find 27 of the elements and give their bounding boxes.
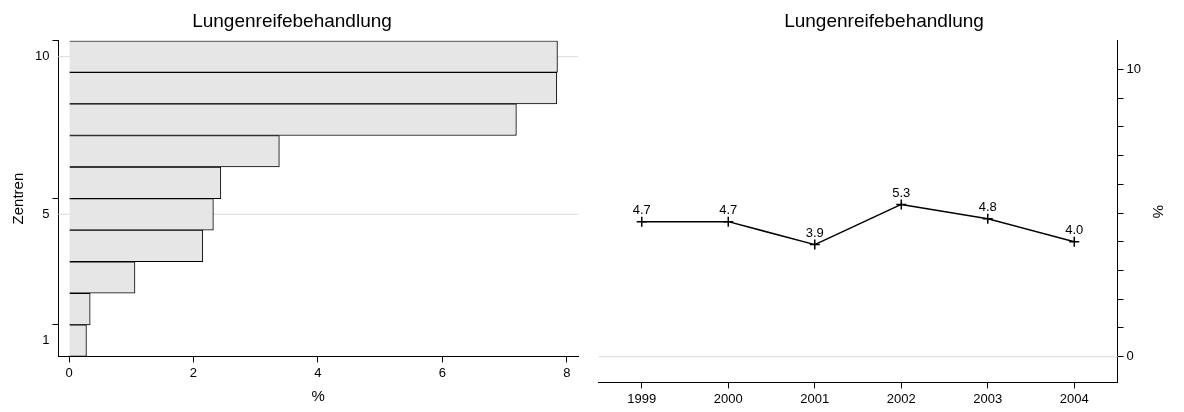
- x-tick-label: 0: [65, 364, 73, 380]
- data-label: 4.8: [978, 198, 997, 214]
- x-tick-label: 2003: [973, 390, 1003, 406]
- data-label: 4.7: [719, 201, 738, 217]
- data-label: 5.3: [892, 184, 911, 200]
- y2-axis-title: %: [1149, 204, 1167, 219]
- x-tick-label: 6: [438, 364, 446, 380]
- x-tick-label: 2002: [886, 390, 916, 406]
- data-label: 4.7: [632, 201, 651, 217]
- x-tick-label: 8: [563, 364, 571, 380]
- chart-title: Lungenreifebehandlung: [192, 9, 392, 31]
- data-label: 4.0: [1065, 221, 1084, 237]
- x-tick-label: 4: [314, 364, 322, 380]
- chart-title: Lungenreifebehandlung: [784, 9, 984, 31]
- data-label: 3.9: [805, 224, 824, 240]
- y-tick-label: 1: [42, 332, 50, 348]
- y2-tick-label: 10: [1126, 61, 1142, 77]
- x-tick-label: 2001: [800, 390, 830, 406]
- y-tick-label: 10: [34, 48, 50, 64]
- x-tick-label: 2000: [713, 390, 743, 406]
- y-axis-title: Zentren: [9, 172, 27, 225]
- y2-tick-label: 0: [1126, 348, 1134, 364]
- x-tick-label: 2004: [1059, 390, 1089, 406]
- x-tick-label: 2: [189, 364, 198, 380]
- y-tick-label: 5: [42, 205, 50, 221]
- x-tick-label: 1999: [627, 390, 657, 406]
- x-axis-title: %: [311, 387, 325, 405]
